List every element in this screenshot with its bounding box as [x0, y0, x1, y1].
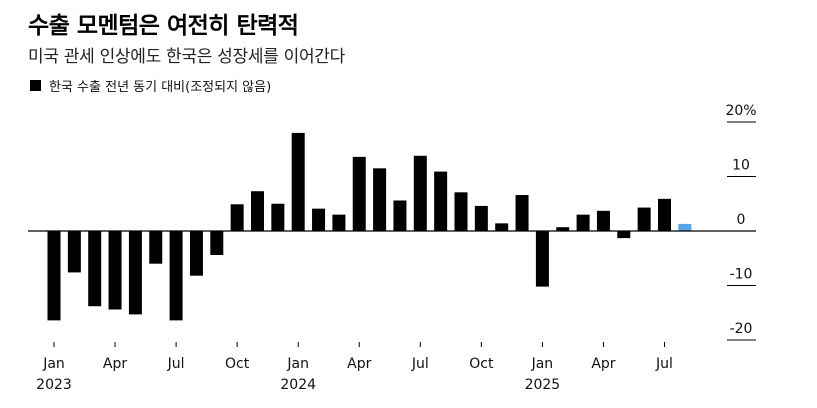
bar [108, 231, 122, 310]
x-tick-label: Jan [286, 356, 309, 372]
bar [149, 231, 163, 264]
bar [637, 207, 651, 231]
bar [169, 231, 183, 321]
legend: 한국 수출 전년 동기 대비(조정되지 않음) [30, 76, 271, 95]
bar [454, 192, 468, 232]
bar [312, 208, 326, 231]
legend-label: 한국 수출 전년 동기 대비(조정되지 않음) [49, 80, 272, 95]
bar [67, 231, 81, 273]
x-tick-label: Oct [225, 356, 250, 372]
y-tick-label: -20 [730, 321, 753, 337]
x-tick-label: Apr [591, 356, 615, 372]
bar [576, 214, 590, 231]
x-tick-label: Jan [42, 356, 65, 372]
bar [556, 227, 570, 231]
bar [251, 191, 264, 232]
x-tick-label: Jul [411, 356, 429, 372]
bar [352, 156, 366, 231]
bar [291, 132, 305, 231]
x-tick-label: Jan [531, 356, 554, 372]
bar [271, 203, 285, 231]
bar [189, 231, 203, 276]
x-year-label: 2025 [525, 377, 561, 393]
x-tick-label: Apr [103, 356, 127, 372]
axes: 20% 10 0 -10 -20 Jan 2023 Apr Jul Oct Jan 2024 Apr Ju… [28, 103, 757, 393]
bar [393, 200, 407, 231]
bar [535, 231, 549, 287]
bar [515, 195, 529, 231]
bar [474, 205, 488, 231]
gridlines [727, 121, 756, 341]
x-year-label: 2023 [36, 377, 72, 393]
y-tick-label: 0 [737, 212, 746, 228]
bar [495, 223, 509, 231]
bar [413, 155, 427, 231]
bar [332, 214, 346, 231]
bar [88, 231, 102, 307]
bar [678, 223, 692, 231]
x-tick-label: Jul [167, 356, 185, 372]
bar [128, 231, 142, 315]
y-tick-label: 20% [725, 103, 756, 119]
x-tick-label: Apr [347, 356, 371, 372]
x-tick-label: Oct [469, 356, 494, 372]
y-tick-label: -10 [730, 267, 753, 283]
legend-swatch [30, 80, 41, 91]
chart-subtitle: 미국 관세 인상에도 한국은 성장세를 이어간다 [28, 47, 345, 67]
bar [47, 231, 61, 321]
bar [658, 198, 671, 231]
bars [47, 132, 692, 321]
y-tick-label: 10 [732, 158, 750, 174]
x-tick-label: Jul [655, 356, 673, 372]
bar [596, 210, 610, 232]
bar [617, 231, 631, 239]
bar [210, 231, 224, 255]
bar [434, 171, 448, 231]
chart-title: 수출 모멘텀은 여전히 탄력적 [28, 13, 299, 39]
bar [373, 168, 387, 231]
bar [230, 204, 244, 231]
x-year-label: 2024 [280, 377, 316, 393]
